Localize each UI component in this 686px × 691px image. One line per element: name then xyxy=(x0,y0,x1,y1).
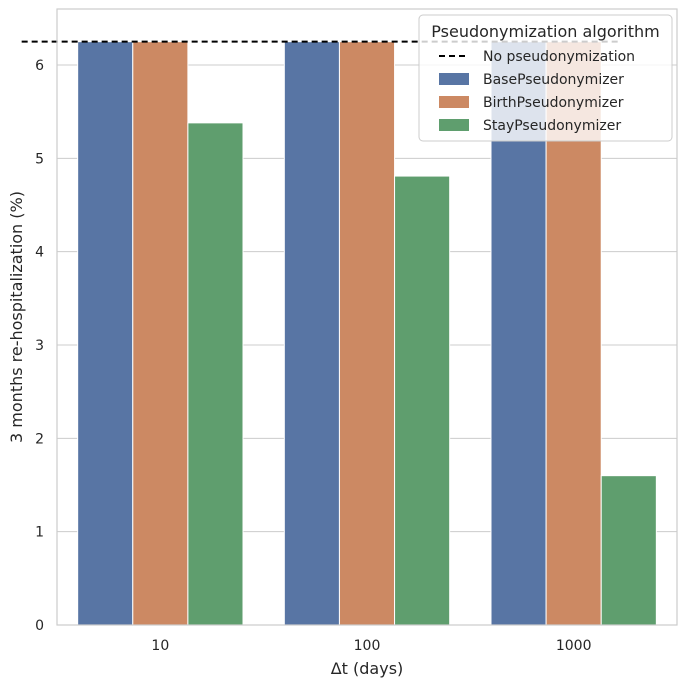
y-tick-label: 0 xyxy=(35,618,44,634)
bar xyxy=(338,41,396,626)
legend-swatch xyxy=(439,73,469,85)
y-tick-label: 2 xyxy=(35,431,44,447)
legend-title: Pseudonymization algorithm xyxy=(431,22,659,41)
axes: 0 1 2 3 4 5 6 10 100 1000 Δt (days) 3 months re-hos… xyxy=(7,8,678,678)
bar xyxy=(187,122,244,626)
legend-swatch xyxy=(439,119,469,131)
y-tick-label: 5 xyxy=(35,151,44,167)
x-tick-label: 1000 xyxy=(556,638,592,654)
plot-frame xyxy=(56,8,678,626)
x-axis-label: Δt (days) xyxy=(331,659,404,678)
bar xyxy=(600,475,657,626)
bar xyxy=(283,41,340,626)
x-tick-label: 10 xyxy=(151,638,169,654)
x-tick-label: 100 xyxy=(354,638,381,654)
legend-entry-label: No pseudonymization xyxy=(483,49,635,65)
legend: Pseudonymization algorithm No pseudonymiz… xyxy=(418,14,673,142)
bar xyxy=(394,175,451,626)
y-tick-label: 3 xyxy=(35,338,44,354)
y-tick-label: 4 xyxy=(35,245,44,261)
legend-box xyxy=(418,14,673,142)
legend-entry-label: StayPseudonymizer xyxy=(483,118,621,134)
y-tick-label: 1 xyxy=(35,525,44,541)
y-tick-label: 6 xyxy=(35,58,44,74)
legend-entry-label: BasePseudonymizer xyxy=(483,72,624,88)
legend-swatch xyxy=(439,96,469,108)
y-axis-label: 3 months re-hospitalization (%) xyxy=(7,191,26,443)
bar xyxy=(77,41,134,626)
legend-entry-label: BirthPseudonymizer xyxy=(483,95,624,111)
bar xyxy=(132,41,189,626)
